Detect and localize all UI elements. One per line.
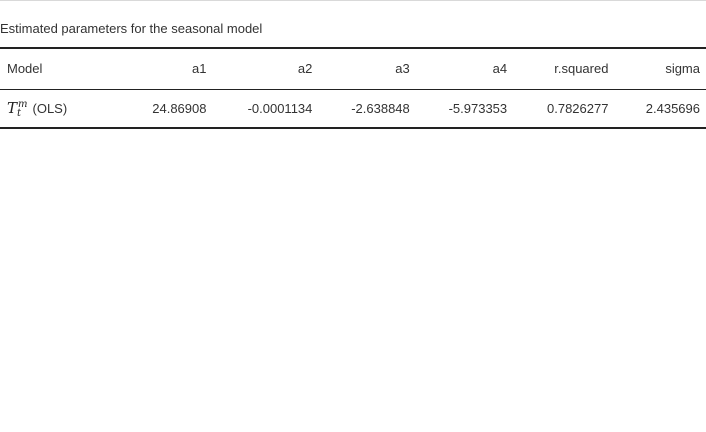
- column-header-a3: a3: [318, 47, 416, 90]
- cell-a1: 24.86908: [121, 89, 213, 129]
- model-math-symbol: Tm t: [7, 99, 28, 120]
- cell-a4: -5.973353: [415, 89, 514, 129]
- model-symbol: T: [7, 99, 18, 118]
- cell-a2: -0.0001134: [212, 89, 319, 129]
- model-superscript: m: [18, 99, 28, 111]
- table-caption: Estimated parameters for the seasonal mo…: [0, 21, 263, 36]
- top-divider: [0, 0, 706, 1]
- column-header-model: Model: [0, 47, 121, 90]
- column-header-a1: a1: [121, 47, 213, 90]
- column-header-sigma: sigma: [614, 47, 706, 90]
- model-subscript: t: [17, 108, 22, 120]
- parameters-table: Model a1 a2 a3 a4 r.squared sigma Tm t (OL…: [0, 47, 706, 129]
- table-body: Tm t (OLS) 24.86908 -0.0001134 -2.638848 -…: [0, 89, 706, 129]
- header-row: Model a1 a2 a3 a4 r.squared sigma: [0, 47, 706, 90]
- column-header-a2: a2: [212, 47, 319, 90]
- column-header-a4: a4: [415, 47, 514, 90]
- cell-a3: -2.638848: [318, 89, 416, 129]
- cell-sigma: 2.435696: [614, 89, 706, 129]
- model-method: (OLS): [32, 101, 68, 117]
- column-header-r-squared: r.squared: [513, 47, 615, 90]
- cell-model: Tm t (OLS): [0, 89, 121, 129]
- table-row: Tm t (OLS) 24.86908 -0.0001134 -2.638848 -…: [0, 89, 706, 129]
- table-header: Model a1 a2 a3 a4 r.squared sigma: [0, 47, 706, 90]
- cell-r-squared: 0.7826277: [513, 89, 615, 129]
